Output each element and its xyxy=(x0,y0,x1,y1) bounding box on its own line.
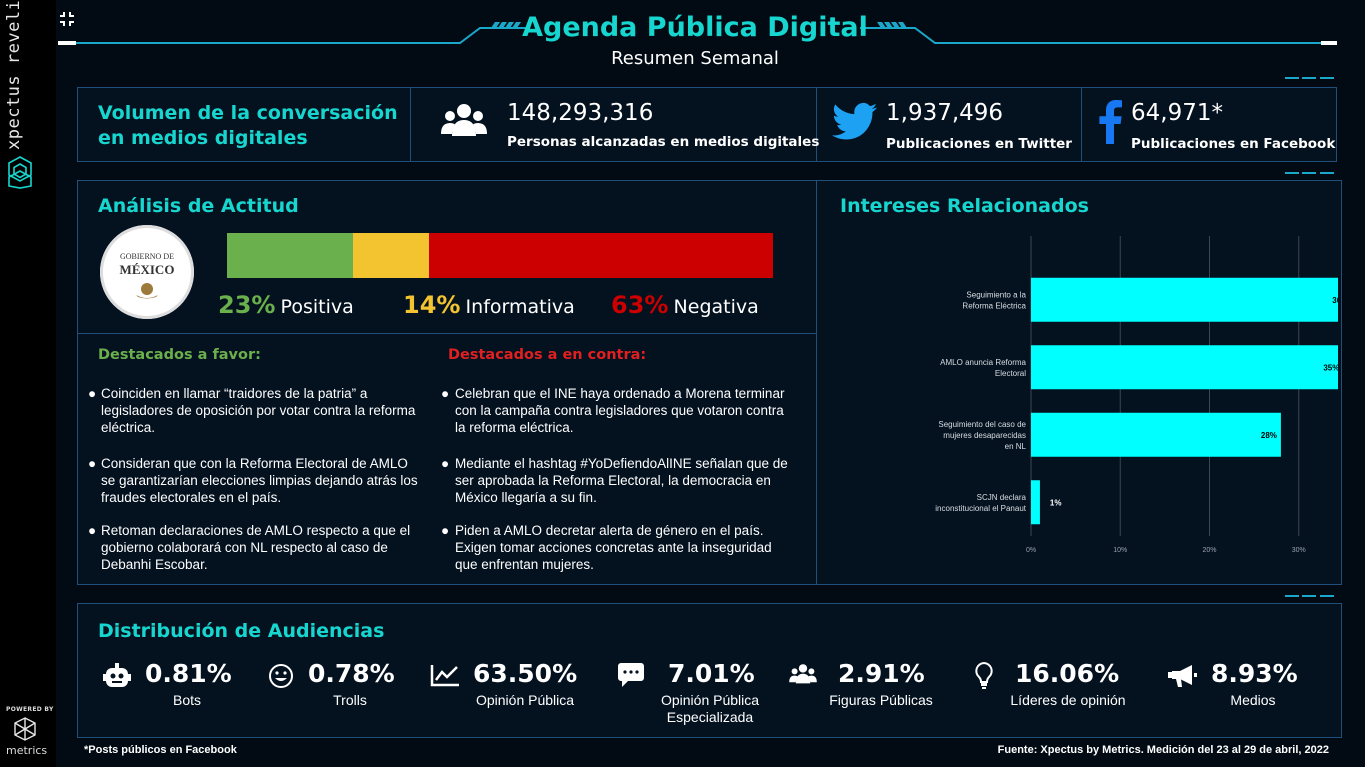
list-item: ● Piden a AMLO decretar alerta de género … xyxy=(441,523,772,572)
people-icon xyxy=(789,664,817,684)
twitter-value: 1,937,496 xyxy=(886,100,1004,126)
page-subtitle: Resumen Semanal xyxy=(611,48,779,69)
twitter-icon xyxy=(832,102,878,140)
facebook-icon xyxy=(1099,100,1122,144)
bar-value-label: 36% xyxy=(1332,296,1338,305)
robot-icon xyxy=(103,663,131,687)
people-label: Personas alcanzadas en medios digitales xyxy=(507,134,820,150)
category-label: SCJN declara inconstitucional el Panaut xyxy=(935,493,1027,513)
audiences-panel: Distribución de Audiencias 0.81% Bots 0.… xyxy=(77,603,1342,738)
category-label: Seguimiento del caso de mujeres desaparec… xyxy=(938,420,1026,451)
list-item: ● Consideran que con la Reforma Electoral… xyxy=(88,456,418,505)
facebook-value: 64,971* xyxy=(1131,100,1223,126)
attitude-positive: 23% Positiva xyxy=(218,291,354,319)
bar-value-label: 28% xyxy=(1261,431,1277,440)
header-frame-decoration xyxy=(58,22,1337,79)
interests-title: Intereses Relacionados xyxy=(840,195,1089,217)
attitude-panel: Análisis de Actitud GOBIERNO DE MÉXICO 2… xyxy=(77,180,1342,585)
bar xyxy=(1031,480,1040,525)
category-label: Seguimiento a la Reforma Eléctrica xyxy=(962,290,1026,310)
sidebar: xpectus revelio POWERED BY metrics xyxy=(0,0,56,767)
contra-title: Destacados a en contra: xyxy=(448,347,647,363)
list-item: ● Coinciden en llamar “traidores de la pa… xyxy=(88,386,416,435)
metrics-brand-label: metrics xyxy=(6,744,48,757)
gobierno-mexico-logo: GOBIERNO DE MÉXICO xyxy=(100,225,194,319)
bar xyxy=(1031,345,1338,390)
attitude-bar-positive xyxy=(227,233,353,278)
x-tick-label: 30% xyxy=(1292,547,1306,554)
lightbulb-icon xyxy=(975,661,993,689)
people-icon xyxy=(441,104,487,136)
troll-face-icon xyxy=(269,664,293,688)
people-value: 148,293,316 xyxy=(507,100,654,126)
volume-panel: Volumen de la conversación en medios digi… xyxy=(77,87,1337,162)
footer-source: Fuente: Xpectus by Metrics. Medición del… xyxy=(997,744,1329,756)
facebook-label: Publicaciones en Facebook xyxy=(1131,136,1336,152)
attitude-negative: 63% Negativa xyxy=(611,291,759,319)
attitude-bar-negative xyxy=(429,233,773,278)
bar-value-label: 1% xyxy=(1050,498,1062,507)
attitude-informative: 14% Informativa xyxy=(403,291,575,319)
favor-title: Destacados a favor: xyxy=(98,347,261,363)
list-item: ● Celebran que el INE haya ordenado a Mor… xyxy=(441,386,785,435)
x-tick-label: 10% xyxy=(1113,547,1127,554)
line-chart-icon xyxy=(430,665,459,687)
category-label: AMLO anuncia Reforma Electoral xyxy=(940,358,1026,378)
list-item: ● Mediante el hashtag #YoDefiendoAlINE se… xyxy=(441,456,788,505)
attitude-bar xyxy=(227,233,773,278)
bar-value-label: 35% xyxy=(1323,363,1338,372)
audiences-title: Distribución de Audiencias xyxy=(98,620,385,642)
collapse-icon[interactable] xyxy=(58,10,76,28)
bar xyxy=(1031,412,1281,457)
x-tick-label: 20% xyxy=(1202,547,1216,554)
bar xyxy=(1031,277,1338,322)
page-title: Agenda Pública Digital xyxy=(522,12,868,43)
attitude-bar-informative xyxy=(352,233,430,278)
hexagon-logo-icon xyxy=(8,156,32,189)
megaphone-icon xyxy=(1168,665,1197,687)
twitter-label: Publicaciones en Twitter xyxy=(886,136,1072,152)
metrics-logo-icon xyxy=(14,717,36,741)
interests-chart: 0%10%20%30%40%36%Seguimiento a laReforma… xyxy=(935,236,1338,554)
list-item: ● Retoman declaraciones de AMLO respecto … xyxy=(88,523,411,572)
attitude-title: Análisis de Actitud xyxy=(98,195,299,217)
x-tick-label: 0% xyxy=(1026,547,1036,554)
footer-note: *Posts públicos en Facebook xyxy=(84,744,237,756)
chat-bubble-icon xyxy=(618,663,644,687)
powered-by-label: POWERED BY xyxy=(6,706,54,713)
volume-title: Volumen de la conversación en medios digi… xyxy=(98,102,398,149)
